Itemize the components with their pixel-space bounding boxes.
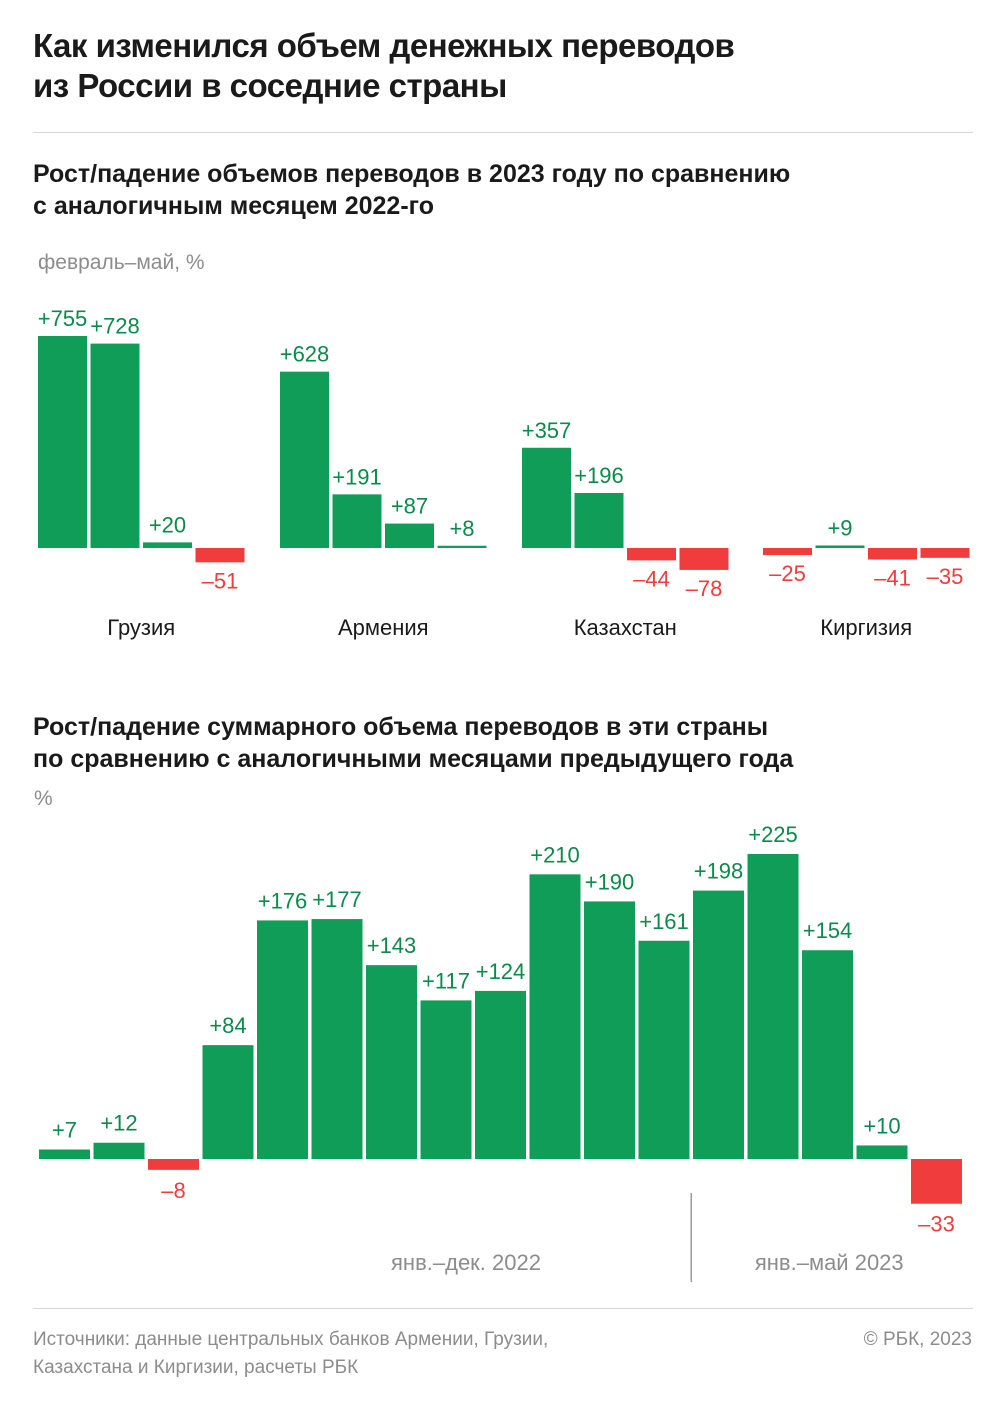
chart1-bar-0-0 bbox=[38, 336, 87, 548]
chart1-value-label-2-1: +196 bbox=[574, 463, 624, 488]
chart1-bar-3-2 bbox=[868, 548, 917, 560]
chart1-value-label-2-0: +357 bbox=[522, 418, 572, 443]
chart1-bar-3-1 bbox=[815, 545, 865, 548]
chart1-value-label-2-2: –44 bbox=[633, 566, 670, 591]
chart2-bar-15 bbox=[856, 1145, 908, 1159]
chart2-period-label-2023: янв.–май 2023 bbox=[755, 1250, 904, 1275]
chart1-value-label-3-3: –35 bbox=[927, 564, 964, 589]
chart2-bar-6 bbox=[366, 965, 417, 1159]
chart2-value-label-1: +12 bbox=[100, 1111, 137, 1136]
chart2-value-label-6: +143 bbox=[367, 933, 417, 958]
main-title: Как изменился объем денежных переводов и… bbox=[33, 26, 973, 106]
chart1-bar-2-0 bbox=[522, 447, 571, 548]
chart1-subtitle-line1: Рост/падение объемов переводов в 2023 го… bbox=[33, 160, 791, 188]
main-title-line2: из России в соседние страны bbox=[33, 67, 507, 104]
chart1-bar-0-3 bbox=[195, 548, 245, 563]
chart2-bar-14 bbox=[802, 950, 853, 1159]
chart2-bar-10 bbox=[584, 901, 635, 1159]
chart2-monthly-bars: +7 +12–8+84+176 +177+143+117 +124+210+190+1… bbox=[39, 822, 962, 1282]
chart2-value-label-5: +177 bbox=[312, 887, 362, 912]
chart1-value-label-0-0: +755 bbox=[38, 306, 88, 331]
chart2-bar-5 bbox=[311, 919, 363, 1159]
chart2-bar-7 bbox=[420, 1000, 472, 1159]
source-note: Источники: данные центральных банков Арм… bbox=[33, 1326, 548, 1382]
chart1-value-label-1-3: +8 bbox=[449, 516, 474, 541]
chart2-value-label-4: +176 bbox=[258, 888, 308, 913]
chart2-bar-2 bbox=[148, 1159, 199, 1170]
chart1-country-label-1: Армения bbox=[338, 615, 429, 640]
chart1-value-label-3-0: –25 bbox=[769, 561, 806, 586]
chart2-bar-11 bbox=[638, 940, 690, 1159]
title-divider bbox=[33, 132, 973, 133]
chart2-value-label-16: –33 bbox=[918, 1212, 955, 1237]
chart1-value-label-1-0: +628 bbox=[280, 342, 330, 367]
chart2-bar-8 bbox=[475, 990, 526, 1159]
chart2-subtitle-line2: по сравнению с аналогичными месяцами пре… bbox=[33, 745, 794, 773]
chart2-value-label-10: +190 bbox=[585, 869, 635, 894]
chart1-bar-3-0 bbox=[763, 548, 812, 556]
chart2-value-label-11: +161 bbox=[639, 909, 689, 934]
chart2-subtitle-line1: Рост/падение суммарного объема переводов… bbox=[33, 713, 769, 741]
chart2-bar-4 bbox=[257, 920, 308, 1159]
chart1-bar-2-3 bbox=[679, 548, 729, 570]
chart1-bar-0-1 bbox=[90, 343, 140, 548]
chart1-bar-3-3 bbox=[920, 548, 970, 558]
chart2-bar-13 bbox=[747, 854, 799, 1159]
chart1-subtitle-line2: с аналогичным месяцем 2022-го bbox=[33, 192, 435, 220]
source-note-line1: Источники: данные центральных банков Арм… bbox=[33, 1329, 549, 1350]
chart1-subtitle: Рост/падение объемов переводов в 2023 го… bbox=[33, 158, 973, 222]
chart2-subtitle: Рост/падение суммарного объема переводов… bbox=[33, 711, 973, 775]
chart1-bar-1-1 bbox=[332, 494, 382, 548]
chart1-value-label-0-1: +728 bbox=[90, 314, 140, 339]
chart1-bar-2-1 bbox=[574, 492, 624, 548]
chart1-country-label-3: Киргизия bbox=[820, 615, 912, 640]
chart2-unit-label: % bbox=[34, 787, 53, 810]
chart2-value-label-12: +198 bbox=[694, 859, 744, 884]
main-title-line1: Как изменился объем денежных переводов bbox=[33, 27, 735, 64]
chart1-value-label-1-2: +87 bbox=[391, 494, 428, 519]
chart1-value-label-0-2: +20 bbox=[149, 512, 186, 537]
chart2-value-label-8: +124 bbox=[476, 959, 526, 984]
chart2-value-label-7: +117 bbox=[422, 968, 470, 993]
chart1-value-label-0-3: –51 bbox=[202, 568, 239, 593]
chart2-value-label-14: +154 bbox=[803, 918, 853, 943]
chart2-bar-3 bbox=[202, 1045, 254, 1159]
chart1-value-label-2-3: –78 bbox=[686, 576, 723, 601]
chart2-bar-12 bbox=[693, 890, 744, 1159]
chart2-value-label-3: +84 bbox=[209, 1013, 246, 1038]
chart1-unit-label: февраль–май, % bbox=[38, 251, 205, 274]
chart1-bar-0-2 bbox=[143, 542, 192, 548]
chart1-value-label-3-2: –41 bbox=[874, 566, 911, 591]
chart1-bar-1-0 bbox=[280, 371, 329, 548]
chart1-bar-2-2 bbox=[627, 548, 676, 561]
chart2-value-label-9: +210 bbox=[530, 842, 580, 867]
chart1-value-label-3-1: +9 bbox=[827, 515, 852, 540]
chart2-bar-16 bbox=[911, 1159, 962, 1204]
chart2-value-label-2: –8 bbox=[161, 1178, 185, 1203]
source-note-line2: Казахстана и Киргизии, расчеты РБК bbox=[33, 1357, 359, 1378]
chart1-value-label-1-1: +191 bbox=[332, 464, 382, 489]
chart2-bar-0 bbox=[39, 1149, 90, 1159]
copyright: © РБК, 2023 bbox=[863, 1329, 972, 1350]
chart2-bar-9 bbox=[529, 874, 581, 1159]
chart1-bar-1-3 bbox=[437, 545, 487, 548]
chart2-value-label-0: +7 bbox=[52, 1118, 77, 1143]
chart1-bar-1-2 bbox=[385, 523, 434, 548]
chart2-bar-1 bbox=[93, 1142, 145, 1159]
chart1-country-label-2: Казахстан bbox=[574, 615, 677, 640]
chart1-country-label-0: Грузия bbox=[107, 615, 175, 640]
chart2-value-label-13: +225 bbox=[748, 822, 798, 847]
chart1-country-bars: +755 +728 +20 –51 Грузия +628 +191 +87 +8 Армения… bbox=[38, 306, 970, 640]
chart2-period-label-2022: янв.–дек. 2022 bbox=[391, 1250, 541, 1275]
chart2-value-label-15: +10 bbox=[863, 1113, 900, 1138]
footer-divider bbox=[33, 1308, 973, 1309]
